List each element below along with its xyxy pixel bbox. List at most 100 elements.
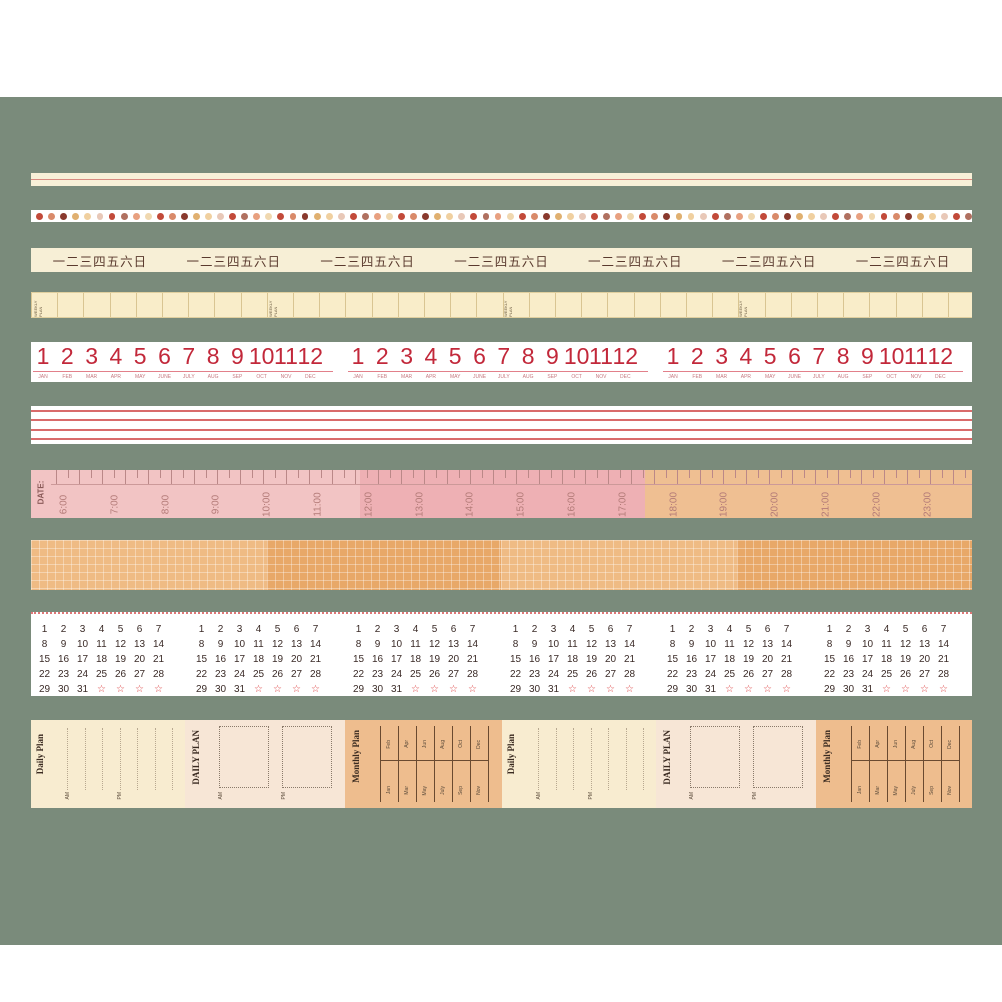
calendar-day: 20 [133, 654, 146, 665]
month-name: JAN [38, 374, 48, 380]
month-name: DEC [935, 374, 946, 380]
pm-label: PM [588, 792, 594, 800]
month-number: 1 [351, 343, 365, 369]
calendar-day: 18 [409, 654, 422, 665]
time-label: 11:00 [312, 492, 324, 517]
month-top-label: Apr [875, 740, 881, 748]
dot [651, 212, 659, 220]
month-name: OCT [886, 374, 897, 380]
calendar-day: 7 [469, 624, 476, 635]
star-icon: ☆ [254, 684, 263, 695]
month-name: NOV [910, 374, 922, 380]
calendar-day: 31 [76, 684, 89, 695]
calendar-day: 24 [233, 669, 246, 680]
weekday-group: 一二三四五六日 [186, 253, 282, 269]
week-cell [869, 293, 871, 317]
timeline-segment [31, 470, 360, 518]
calendar-day: 6 [921, 624, 928, 635]
am-label: AM [689, 792, 695, 800]
tape-calendar: 1 2 3 4 5 6 7 8 9 10 11 12 13 14 15 16 17 18 19 20 21 22 23 24 2… [31, 612, 972, 696]
month-number: 10 [248, 343, 275, 369]
calendar-day: 7 [626, 624, 633, 635]
tick-mark [723, 470, 724, 484]
calendar-day: 21 [623, 654, 636, 665]
month-column-line [905, 726, 906, 802]
tick-mark [539, 470, 540, 484]
tick-mark [642, 470, 644, 478]
writing-line [137, 728, 138, 790]
calendar-day: 8 [41, 639, 48, 650]
dot [470, 212, 478, 220]
calendar-day: 15 [666, 654, 679, 665]
tick-mark [826, 470, 828, 478]
dot [880, 212, 888, 220]
month-number: 8 [206, 343, 220, 369]
tick-mark [343, 470, 345, 478]
tick-mark [67, 470, 69, 478]
month-name: AUG [522, 374, 534, 380]
calendar-day: 30 [57, 684, 70, 695]
calendar-day: 29 [38, 684, 51, 695]
calendar-block: 1 2 3 4 5 6 7 8 9 10 11 12 13 14 15 16 17 18 19 20 21 22 23 24 2… [35, 624, 169, 696]
month-number: 5 [763, 343, 777, 369]
calendar-day: 28 [937, 669, 950, 680]
dot [337, 212, 345, 220]
weekly-plan-label: WEEKLY PLAN [738, 300, 748, 317]
calendar-day: 27 [447, 669, 460, 680]
dot [217, 212, 224, 220]
tick-mark [872, 470, 874, 478]
tick-mark [815, 470, 816, 484]
month-number: 7 [497, 343, 511, 369]
calendar-day: 16 [528, 654, 541, 665]
dot [265, 212, 273, 220]
calendar-day: 19 [585, 654, 598, 665]
calendar-day: 19 [742, 654, 755, 665]
month-number: 12 [927, 343, 954, 369]
dot [566, 212, 574, 220]
time-label: 10:00 [261, 491, 273, 518]
month-name: FEB [377, 374, 388, 380]
calendar-day: 23 [57, 669, 70, 680]
tape-dots [31, 210, 972, 222]
calendar-day: 23 [842, 669, 855, 680]
month-top-label: Feb [857, 740, 863, 749]
calendar-day: 2 [217, 624, 224, 635]
calendar-day: 11 [724, 639, 735, 650]
calendar-row: 29 30 31 ☆ ☆ ☆ ☆ [506, 684, 640, 696]
weekday-group: 一二三四五六日 [52, 253, 148, 269]
dot [832, 212, 840, 220]
calendar-day: 18 [880, 654, 893, 665]
calendar-day: 21 [780, 654, 793, 665]
star-icon: ☆ [135, 684, 144, 695]
dot [361, 212, 369, 220]
dot [965, 212, 972, 220]
dot [542, 212, 550, 220]
dot [229, 212, 237, 220]
week-cell [528, 293, 530, 317]
stripe [31, 438, 972, 440]
calendar-day: 21 [152, 654, 165, 665]
week-cell [83, 293, 85, 317]
week-cell [476, 293, 478, 317]
month-number: 2 [375, 343, 389, 369]
calendar-day: 13 [761, 639, 774, 650]
tick-mark [136, 470, 138, 478]
month-name: MAY [764, 374, 776, 380]
month-number: 11 [589, 343, 613, 369]
tick-mark [562, 470, 563, 484]
dot [313, 212, 321, 220]
month-top-label: Dec [476, 740, 482, 749]
calendar-day: 14 [309, 639, 322, 650]
calendar-block: 1 2 3 4 5 6 7 8 9 10 11 12 13 14 15 16 17 18 19 20 21 22 23 24 2… [663, 624, 797, 696]
dot [36, 212, 44, 220]
dot [615, 212, 623, 220]
calendar-day: 8 [669, 639, 676, 650]
dot [868, 212, 876, 220]
calendar-day: 18 [723, 654, 736, 665]
calendar-day: 26 [114, 669, 127, 680]
calendar-day: 10 [704, 639, 717, 650]
calendar-day: 23 [371, 669, 384, 680]
calendar-day: 22 [195, 669, 208, 680]
calendar-day: 6 [136, 624, 143, 635]
calendar-day: 25 [95, 669, 108, 680]
